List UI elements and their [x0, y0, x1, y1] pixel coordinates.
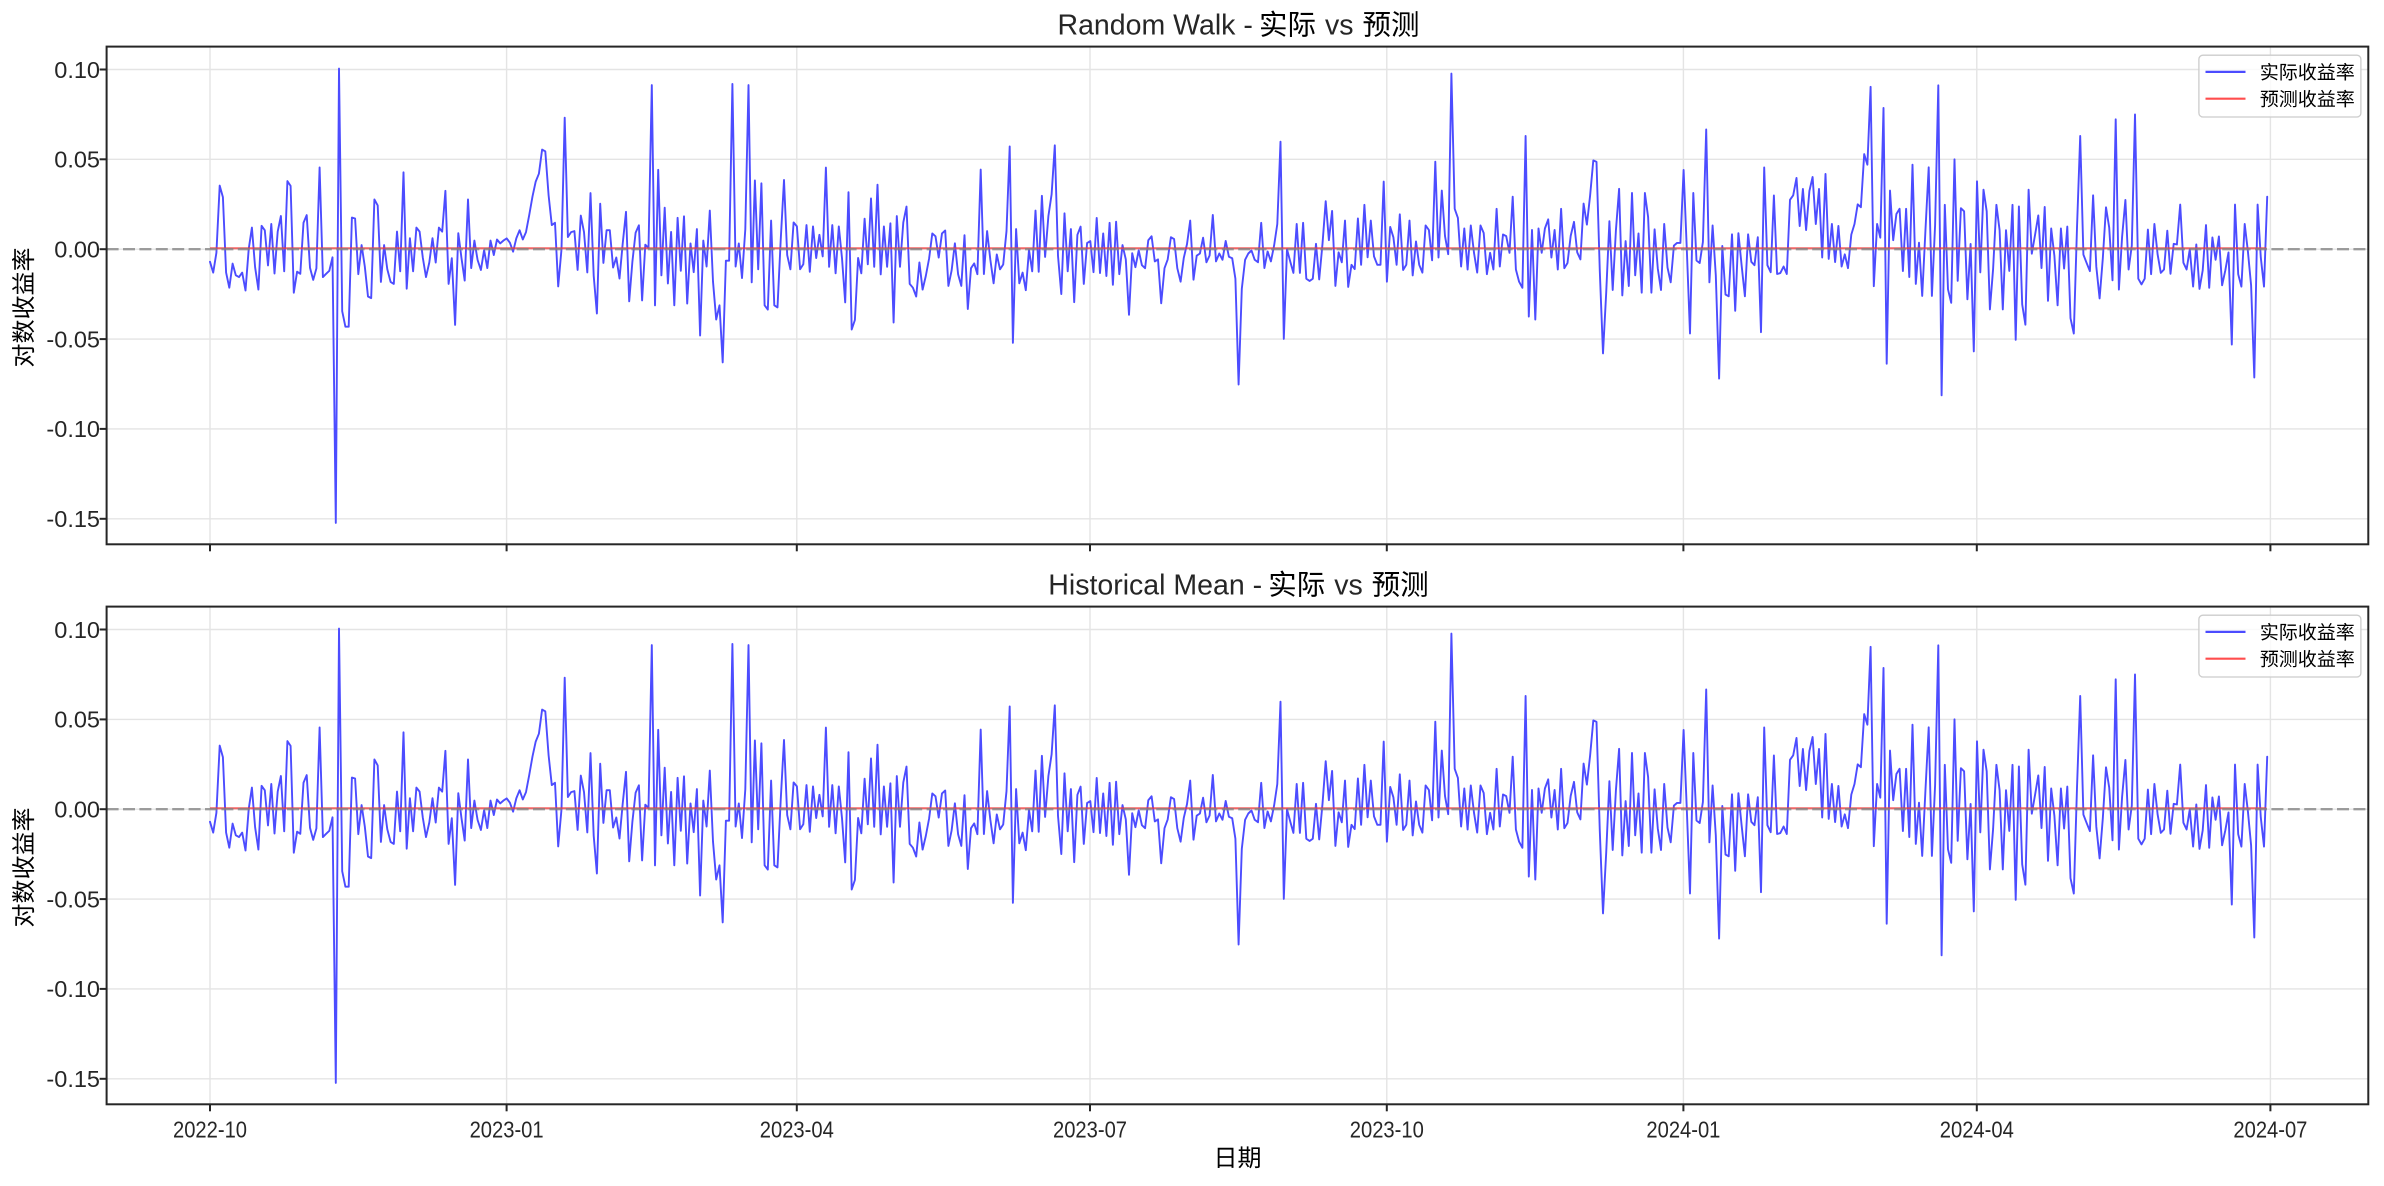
svg-text:2023-04: 2023-04 — [760, 1117, 834, 1143]
svg-text:0.05: 0.05 — [54, 707, 100, 733]
svg-text:vs: vs — [1325, 10, 1354, 42]
svg-text:2024-01: 2024-01 — [1646, 1117, 1720, 1143]
svg-text:2023-07: 2023-07 — [1053, 1117, 1127, 1143]
svg-text:Historical Mean -: Historical Mean - — [1048, 570, 1262, 602]
svg-text:-0.10: -0.10 — [46, 416, 100, 442]
svg-text:-0.15: -0.15 — [46, 1066, 100, 1092]
svg-text:-0.05: -0.05 — [46, 886, 100, 912]
svg-text:2023-01: 2023-01 — [470, 1117, 544, 1143]
svg-text:0.05: 0.05 — [54, 147, 100, 173]
svg-text:-0.15: -0.15 — [46, 506, 100, 532]
svg-text:Random Walk -: Random Walk - — [1058, 10, 1253, 42]
svg-text:-0.05: -0.05 — [46, 326, 100, 352]
svg-text:0.00: 0.00 — [54, 237, 100, 263]
svg-text:-0.10: -0.10 — [46, 976, 100, 1002]
svg-text:vs: vs — [1334, 570, 1363, 602]
svg-text:0.10: 0.10 — [54, 57, 100, 83]
svg-text:0.10: 0.10 — [54, 617, 100, 643]
svg-text:0.00: 0.00 — [54, 797, 100, 823]
svg-text:2023-10: 2023-10 — [1350, 1117, 1424, 1143]
svg-text:2022-10: 2022-10 — [173, 1117, 247, 1143]
svg-text:2024-04: 2024-04 — [1940, 1117, 2014, 1143]
svg-text:2024-07: 2024-07 — [2233, 1117, 2307, 1143]
